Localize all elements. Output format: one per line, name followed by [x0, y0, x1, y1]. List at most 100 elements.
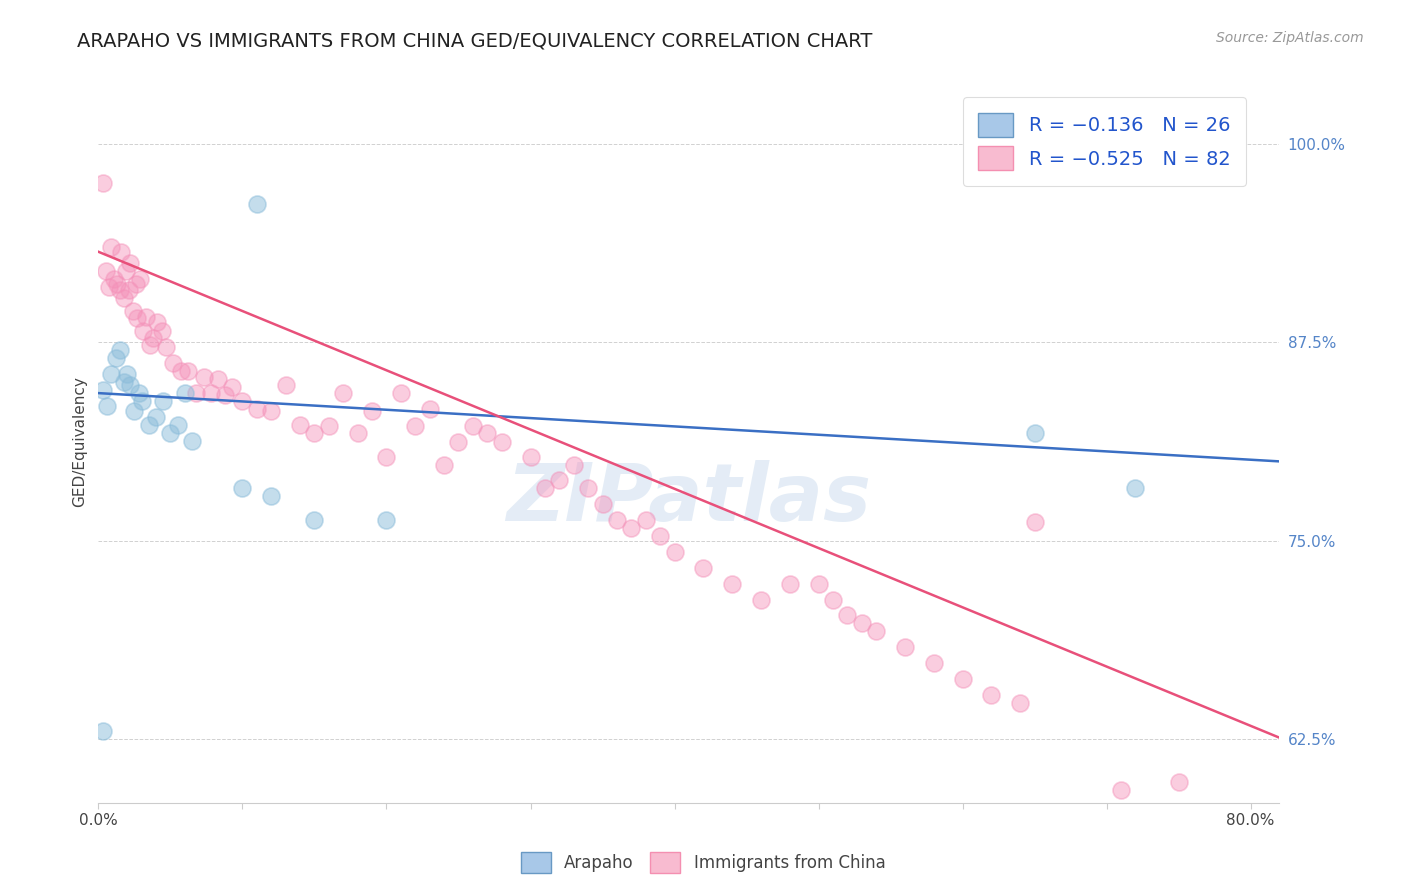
Point — [135, 310, 157, 324]
Point — [922, 656, 945, 670]
Point — [125, 277, 148, 291]
Point — [155, 340, 177, 354]
Point — [120, 378, 142, 392]
Point — [138, 417, 160, 432]
Point — [96, 399, 118, 413]
Text: Source: ZipAtlas.com: Source: ZipAtlas.com — [1216, 31, 1364, 45]
Point — [231, 394, 253, 409]
Point — [162, 356, 184, 370]
Point — [132, 324, 155, 338]
Point — [534, 482, 557, 496]
Point — [634, 513, 657, 527]
Point — [100, 240, 122, 254]
Point — [389, 386, 412, 401]
Point — [260, 403, 283, 417]
Point — [692, 561, 714, 575]
Point — [124, 403, 146, 417]
Point — [112, 291, 135, 305]
Point — [419, 402, 441, 417]
Point — [152, 394, 174, 409]
Point — [274, 378, 297, 392]
Point — [112, 375, 135, 389]
Point — [851, 616, 873, 631]
Point — [288, 417, 311, 432]
Point — [231, 482, 253, 496]
Point — [118, 283, 141, 297]
Point — [837, 608, 859, 623]
Text: ARAPAHO VS IMMIGRANTS FROM CHINA GED/EQUIVALENCY CORRELATION CHART: ARAPAHO VS IMMIGRANTS FROM CHINA GED/EQU… — [77, 31, 873, 50]
Point — [606, 513, 628, 527]
Point — [103, 272, 125, 286]
Point — [346, 425, 368, 440]
Point — [94, 264, 117, 278]
Point — [361, 403, 384, 417]
Point — [114, 264, 136, 278]
Point — [807, 576, 830, 591]
Point — [91, 177, 114, 191]
Point — [260, 489, 283, 503]
Point — [91, 383, 114, 397]
Point — [980, 688, 1002, 702]
Point — [576, 482, 599, 496]
Point — [246, 402, 269, 417]
Point — [181, 434, 204, 448]
Point — [1167, 775, 1189, 789]
Point — [433, 458, 456, 472]
Point — [173, 386, 195, 401]
Point — [1109, 783, 1132, 797]
Point — [562, 458, 585, 472]
Y-axis label: GED/Equivalency: GED/Equivalency — [72, 376, 87, 507]
Point — [105, 277, 128, 291]
Point — [894, 640, 917, 655]
Point — [664, 545, 686, 559]
Point — [461, 419, 484, 434]
Point — [375, 513, 398, 527]
Point — [122, 303, 145, 318]
Point — [821, 592, 844, 607]
Point — [139, 338, 162, 352]
Point — [1024, 425, 1046, 440]
Point — [128, 386, 150, 401]
Point — [304, 513, 326, 527]
Legend: Arapaho, Immigrants from China: Arapaho, Immigrants from China — [515, 846, 891, 880]
Point — [779, 576, 801, 591]
Point — [110, 244, 132, 259]
Point — [548, 474, 571, 488]
Point — [193, 370, 215, 384]
Point — [169, 364, 191, 378]
Text: ZIPatlas: ZIPatlas — [506, 460, 872, 539]
Point — [404, 419, 426, 434]
Point — [100, 367, 122, 381]
Point — [200, 386, 222, 401]
Point — [108, 343, 131, 358]
Point — [749, 592, 772, 607]
Point — [131, 394, 153, 409]
Point — [129, 272, 152, 286]
Point — [592, 497, 614, 511]
Point — [721, 576, 744, 591]
Point — [1125, 482, 1147, 496]
Point — [1024, 515, 1046, 529]
Point — [186, 386, 208, 401]
Point — [650, 529, 672, 543]
Point — [104, 351, 127, 366]
Point — [221, 380, 243, 394]
Point — [108, 283, 131, 297]
Point — [214, 387, 236, 401]
Point — [447, 435, 470, 450]
Point — [159, 425, 181, 440]
Point — [477, 425, 499, 440]
Point — [150, 324, 173, 338]
Point — [207, 372, 229, 386]
Point — [91, 724, 114, 739]
Point — [115, 367, 138, 381]
Point — [177, 364, 200, 378]
Point — [145, 409, 167, 424]
Point — [332, 386, 354, 401]
Point — [120, 256, 142, 270]
Legend: R = −0.136   N = 26, R = −0.525   N = 82: R = −0.136 N = 26, R = −0.525 N = 82 — [963, 97, 1246, 186]
Point — [246, 197, 269, 211]
Point — [318, 419, 340, 434]
Point — [146, 315, 169, 329]
Point — [519, 450, 541, 464]
